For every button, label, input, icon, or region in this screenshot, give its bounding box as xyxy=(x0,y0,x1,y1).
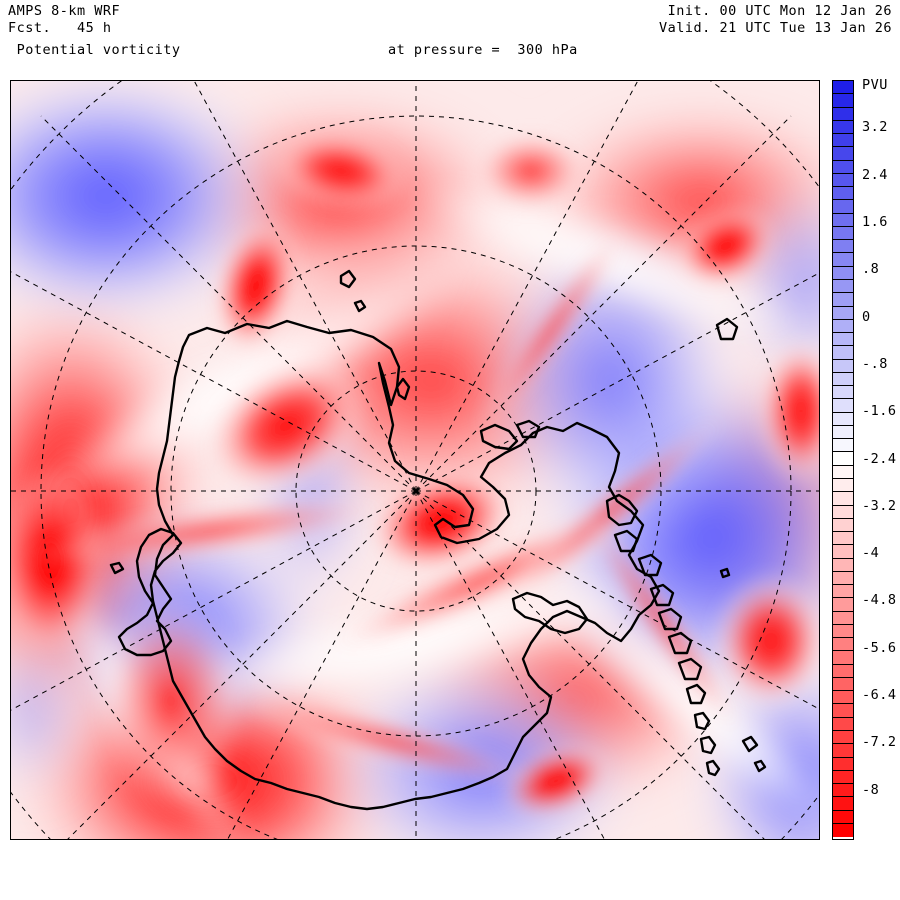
colorbar-tick-label: -4.8 xyxy=(862,592,897,609)
colorbar-segment xyxy=(833,425,853,440)
colorbar-segment xyxy=(833,770,853,785)
forecast-hour: Fcst. 45 h xyxy=(8,20,112,36)
colorbar-segment xyxy=(833,134,853,148)
colorbar-segment xyxy=(833,226,853,241)
pressure-level: at pressure = 300 hPa xyxy=(388,42,578,58)
colorbar-segment xyxy=(833,585,853,599)
colorbar-segment xyxy=(833,213,853,227)
colorbar-segment xyxy=(833,173,853,188)
colorbar-segment xyxy=(833,333,853,347)
valid-time: Valid. 21 UTC Tue 13 Jan 26 xyxy=(659,20,892,36)
colorbar-segment xyxy=(833,306,853,320)
colorbar-segment xyxy=(833,638,853,652)
colorbar-gradient-strip xyxy=(832,80,854,840)
colorbar-segment xyxy=(833,94,853,108)
colorbar-segment xyxy=(833,147,853,161)
colorbar-tick-label: 0 xyxy=(862,308,871,325)
colorbar-segment xyxy=(833,372,853,387)
colorbar-segment xyxy=(833,319,853,334)
colorbar-segment xyxy=(833,187,853,201)
colorbar-segment xyxy=(833,160,853,174)
colorbar-segment xyxy=(833,279,853,294)
colorbar-tick-label: -8 xyxy=(862,781,880,798)
colorbar-segment xyxy=(833,266,853,280)
colorbar-segment xyxy=(833,651,853,665)
colorbar-segment xyxy=(833,677,853,692)
model-title: AMPS 8-km WRF xyxy=(8,3,121,19)
colorbar-tick-label: .8 xyxy=(862,261,880,278)
colorbar-tick-label: -.8 xyxy=(862,355,888,372)
colorbar-segment xyxy=(833,545,853,559)
colorbar-segment xyxy=(833,797,853,811)
colorbar-segment xyxy=(833,624,853,639)
colorbar-segment xyxy=(833,505,853,519)
init-time: Init. 00 UTC Mon 12 Jan 26 xyxy=(667,3,892,19)
colorbar-segment xyxy=(833,691,853,705)
colorbar-tick-label: -5.6 xyxy=(862,639,897,656)
colorbar-segment xyxy=(833,253,853,267)
colorbar-segment xyxy=(833,399,853,413)
colorbar-segment xyxy=(833,465,853,479)
colorbar-segment xyxy=(833,120,853,135)
colorbar-segment xyxy=(833,810,853,824)
colorbar-segment xyxy=(833,478,853,493)
colorbar-segment xyxy=(833,81,853,95)
colorbar-segment xyxy=(833,823,853,838)
colorbar-tick-label: 3.2 xyxy=(862,119,888,136)
header-block: AMPS 8-km WRF Fcst. 45 h Potential vorti… xyxy=(0,0,900,78)
colorbar-segment xyxy=(833,664,853,678)
colorbar-segment xyxy=(833,598,853,612)
colorbar-segment xyxy=(833,107,853,121)
colorbar-segment xyxy=(833,492,853,506)
colorbar-unit-label: PVU xyxy=(862,77,888,93)
graticule-gridlines xyxy=(11,81,819,839)
colorbar-segment xyxy=(833,346,853,360)
colorbar-segment xyxy=(833,359,853,373)
colorbar-segment xyxy=(833,452,853,466)
colorbar-segment xyxy=(833,757,853,771)
colorbar-tick-label: -7.2 xyxy=(862,734,897,751)
colorbar-segment xyxy=(833,558,853,572)
colorbar-segment xyxy=(833,412,853,426)
colorbar-segment xyxy=(833,532,853,546)
colorbar-segment xyxy=(833,744,853,758)
colorbar-segment xyxy=(833,611,853,625)
colorbar-segment xyxy=(833,784,853,798)
map-plot-area xyxy=(10,80,820,840)
colorbar-legend: PVU 3.2 2.4 1.6 .8 0 -.8 -1.6 -2.4 -3.2 -4 -4.8 -5.… xyxy=(832,77,898,842)
colorbar-segment xyxy=(833,518,853,533)
colorbar-segment xyxy=(833,571,853,586)
colorbar-segment xyxy=(833,293,853,307)
colorbar-segment xyxy=(833,717,853,732)
colorbar-segment xyxy=(833,240,853,254)
colorbar-segment xyxy=(833,439,853,453)
colorbar-tick-label: -3.2 xyxy=(862,497,897,514)
colorbar-tick-label: -4 xyxy=(862,545,880,562)
colorbar-tick-label: -2.4 xyxy=(862,450,897,467)
potential-vorticity-field xyxy=(11,81,819,839)
colorbar-tick-label: 1.6 xyxy=(862,213,888,230)
colorbar-segment xyxy=(833,386,853,400)
colorbar-tick-label: 2.4 xyxy=(862,166,888,183)
antarctica-coastline xyxy=(109,269,767,811)
pv-field-raster xyxy=(11,81,819,839)
colorbar-tick-label: -6.4 xyxy=(862,687,897,704)
colorbar-segment xyxy=(833,731,853,745)
field-name: Potential vorticity xyxy=(8,42,181,58)
colorbar-tick-label: -1.6 xyxy=(862,403,897,420)
colorbar-segment xyxy=(833,704,853,718)
colorbar-segment xyxy=(833,200,853,214)
